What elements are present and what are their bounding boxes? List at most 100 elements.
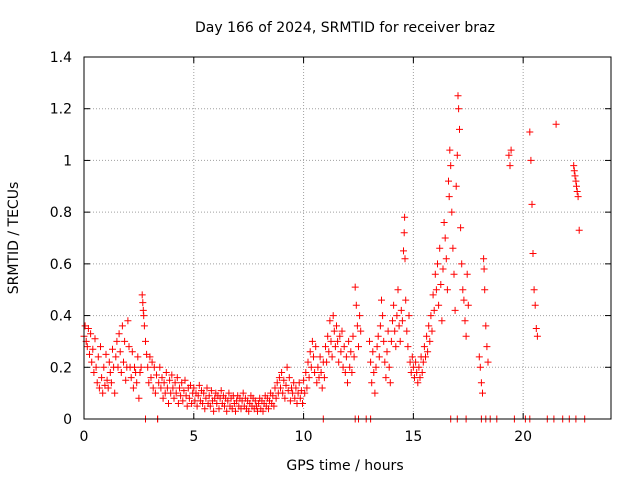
data-point <box>316 353 324 361</box>
data-point <box>87 330 95 338</box>
data-point <box>142 337 149 345</box>
data-point <box>418 369 426 376</box>
data-point <box>571 172 579 180</box>
data-point <box>439 265 447 273</box>
data-point <box>445 177 452 185</box>
data-point <box>114 363 122 371</box>
data-point <box>95 384 103 392</box>
data-point <box>301 389 309 397</box>
data-point <box>118 322 126 330</box>
data-point <box>116 348 124 356</box>
y-tick-label: 0.8 <box>50 205 72 221</box>
data-point <box>404 343 412 351</box>
data-point <box>459 286 467 294</box>
data-point <box>100 363 108 371</box>
data-point <box>484 358 492 366</box>
data-point <box>112 353 120 361</box>
y-tick-label: 0.4 <box>50 309 72 325</box>
data-point <box>286 397 294 405</box>
data-point <box>344 379 351 387</box>
data-point <box>134 353 142 361</box>
data-point <box>395 322 403 330</box>
data-point <box>89 345 97 353</box>
data-point <box>270 402 278 410</box>
data-point <box>570 162 578 170</box>
data-point <box>273 379 281 387</box>
data-point <box>392 343 400 351</box>
data-point <box>151 389 159 397</box>
data-point <box>440 219 448 226</box>
data-point <box>456 125 463 133</box>
data-point <box>386 379 394 387</box>
data-point <box>317 369 325 376</box>
data-point <box>145 379 153 387</box>
data-point <box>338 327 346 335</box>
data-point <box>325 348 333 356</box>
data-point <box>124 317 132 325</box>
data-point <box>159 394 167 402</box>
data-point <box>304 358 312 366</box>
data-point <box>422 353 429 361</box>
data-point <box>120 358 127 366</box>
data-point <box>431 270 439 278</box>
data-point <box>420 343 428 351</box>
data-point <box>529 250 537 257</box>
data-point <box>139 299 147 307</box>
data-point <box>448 208 456 216</box>
data-point <box>148 358 156 366</box>
data-point <box>449 244 457 252</box>
data-point <box>314 363 322 371</box>
data-point <box>113 337 121 345</box>
data-point <box>183 402 191 410</box>
data-point <box>505 151 513 159</box>
data-point <box>383 348 391 356</box>
x-tick-label: 10 <box>295 429 313 445</box>
data-point <box>394 286 402 294</box>
data-point <box>122 376 130 384</box>
grid <box>84 57 611 419</box>
data-point <box>382 374 390 382</box>
data-point <box>370 369 378 376</box>
data-point <box>109 345 116 353</box>
data-point <box>105 358 113 366</box>
data-point <box>415 363 423 371</box>
data-point <box>460 296 468 304</box>
data-point <box>239 389 247 397</box>
data-point <box>147 374 155 382</box>
data-point <box>97 343 104 351</box>
data-point <box>429 291 437 299</box>
data-point <box>111 389 119 397</box>
data-point <box>205 392 213 400</box>
data-point <box>442 255 450 263</box>
data-point <box>443 286 451 294</box>
data-point <box>223 407 231 415</box>
data-point <box>378 296 385 304</box>
chart-title: Day 166 of 2024, SRMTID for receiver bra… <box>195 20 495 36</box>
data-point <box>424 348 432 356</box>
data-point <box>340 343 348 351</box>
data-point <box>352 301 360 309</box>
data-point <box>526 128 534 136</box>
data-point <box>125 343 133 351</box>
data-point <box>376 322 384 330</box>
data-point <box>384 327 392 335</box>
data-point <box>185 394 193 402</box>
data-point <box>527 156 535 164</box>
data-point <box>168 371 176 379</box>
x-tick-label: 15 <box>404 429 422 445</box>
data-point <box>437 281 445 288</box>
data-point <box>312 343 320 351</box>
data-point <box>173 374 181 382</box>
data-point <box>398 317 406 325</box>
data-point <box>232 407 239 415</box>
data-point <box>146 353 154 361</box>
x-tick-label: 20 <box>514 429 532 445</box>
data-point <box>438 317 446 325</box>
data-point <box>385 363 393 371</box>
data-point <box>531 301 539 309</box>
data-point <box>179 397 187 405</box>
data-point <box>172 389 180 397</box>
data-point <box>375 353 383 361</box>
data-point <box>259 407 267 415</box>
